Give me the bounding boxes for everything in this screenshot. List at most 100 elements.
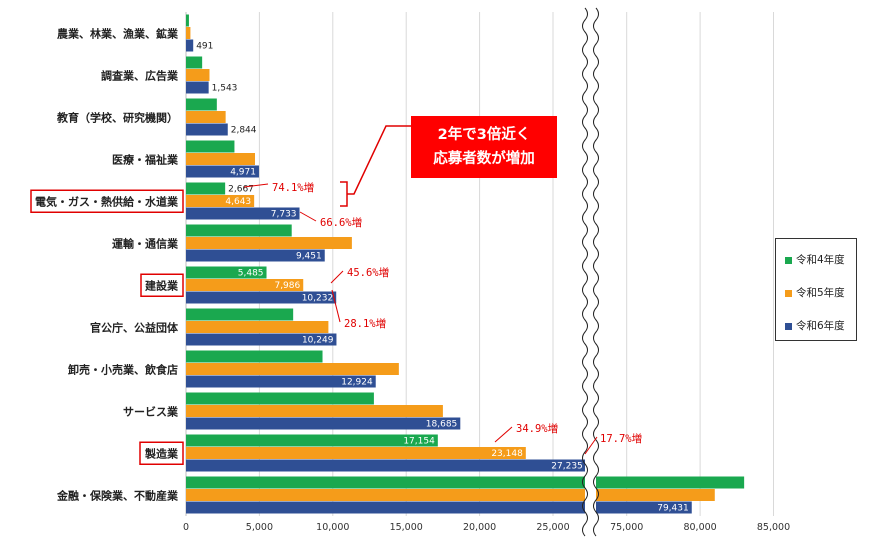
bar-2 [186, 81, 209, 94]
legend: 令和4年度 令和5年度 令和6年度 [775, 238, 857, 341]
axis-break-line [582, 7, 588, 537]
bar-1 [186, 489, 715, 501]
category-label: 医療・福祉業 [112, 152, 179, 166]
legend-label-r6: 令和6年度 [796, 320, 845, 332]
x-tick-label: 80,000 [683, 522, 716, 533]
x-tick-label: 15,000 [390, 522, 423, 533]
annotation-label: 34.9%増 [516, 422, 558, 435]
x-tick-label: 25,000 [536, 522, 569, 533]
category-highlight-box [30, 189, 184, 213]
category-label: 農業、林業、漁業、鉱業 [57, 26, 179, 40]
data-label: 10,232 [302, 294, 334, 304]
bar-2 [186, 501, 692, 514]
category-label: 金融・保険業、不動産業 [56, 488, 179, 502]
bar-2 [186, 249, 325, 262]
callout-connector [347, 125, 411, 195]
category-highlight-box [139, 441, 184, 465]
bar-1 [186, 363, 399, 375]
bar-1 [186, 321, 329, 333]
callout-box: 2年で3倍近く 応募者数が増加 [411, 116, 557, 178]
bar-0 [186, 56, 203, 69]
bar-0 [186, 182, 226, 195]
annotation-label: 45.6%増 [347, 266, 389, 279]
data-label: 23,148 [491, 449, 523, 459]
bar-2 [186, 333, 337, 346]
axis-break-band [585, 8, 596, 524]
legend-swatch-r6 [785, 322, 792, 330]
category-label: 教育（学校、研究機関） [56, 110, 178, 124]
annotation-label: 28.1%増 [344, 317, 386, 330]
annotation-leader [584, 436, 598, 455]
x-tick-label: 5,000 [246, 522, 273, 533]
category-label: 運輸・通信業 [112, 236, 179, 250]
bar-1 [186, 69, 210, 81]
bracket [340, 181, 348, 207]
data-label: 10,249 [302, 336, 334, 346]
data-label: 27,235 [551, 462, 583, 472]
annotation-label: 66.6%増 [320, 216, 362, 229]
bar-0 [186, 266, 267, 279]
legend-item-r5: 令和5年度 [785, 285, 845, 300]
callout-line-2: 応募者数が増加 [433, 151, 535, 167]
bar-2 [186, 207, 300, 220]
annotations: 74.1%増 66.6%増 45.6%増 28.1%増 34.9%増 17.7%増 [243, 125, 642, 455]
annotation-label: 74.1%増 [272, 181, 314, 194]
bar-2 [186, 165, 259, 178]
data-label: 491 [196, 42, 213, 52]
annotation-label: 17.7%増 [600, 432, 642, 445]
data-label: 7,986 [274, 281, 300, 291]
x-tick-label: 10,000 [316, 522, 349, 533]
bar-0 [186, 350, 323, 363]
category-highlight-box [140, 273, 184, 297]
x-tick-label: 0 [183, 522, 189, 533]
bar-1 [186, 405, 443, 417]
bar-0 [186, 224, 292, 237]
annotation-leader [299, 211, 317, 222]
x-tick-labels: 0 5,000 10,000 15,000 20,000 25,000 75,000 80,0… [183, 522, 790, 533]
category-label: 製造業 [144, 446, 179, 460]
bar-2 [186, 417, 461, 430]
category-label: サービス業 [123, 404, 179, 418]
legend-label-r5: 令和5年度 [796, 287, 845, 299]
legend-swatch-r4 [785, 256, 792, 264]
category-label: 卸売・小売業、飲食店 [68, 362, 178, 376]
bar-1 [186, 111, 226, 123]
data-label: 2,844 [231, 126, 257, 136]
legend-swatch-r5 [785, 289, 792, 297]
data-label: 17,154 [403, 437, 435, 447]
bar-0 [186, 140, 235, 153]
annotation-leader [243, 183, 269, 188]
bar-2 [186, 375, 376, 388]
category-label: 官公庁、公益団体 [90, 320, 179, 334]
category-label: 建設業 [145, 278, 179, 292]
annotation-leader [330, 270, 344, 284]
x-tick-label: 75,000 [610, 522, 643, 533]
bar-2 [186, 291, 337, 304]
annotation-leader [331, 289, 341, 323]
data-label: 1,543 [212, 84, 238, 94]
annotation-leader [494, 426, 513, 443]
category-label: 調査業、広告業 [101, 68, 179, 82]
bar-1 [186, 447, 526, 459]
bar-1 [186, 27, 191, 39]
bar-1 [186, 153, 255, 165]
legend-item-r6: 令和6年度 [785, 318, 845, 333]
bar-0 [186, 392, 374, 405]
data-label: 4,971 [230, 168, 256, 178]
legend-item-r4: 令和4年度 [785, 252, 845, 267]
legend-label-r4: 令和4年度 [796, 254, 845, 266]
bar-0 [186, 14, 189, 27]
category-label: 電気・ガス・熱供給・水道業 [35, 194, 179, 208]
bar-1 [186, 195, 255, 207]
data-label: 7,733 [271, 210, 297, 220]
data-label: 12,924 [341, 378, 373, 388]
data-label: 18,685 [426, 420, 458, 430]
x-tick-label: 20,000 [463, 522, 496, 533]
bar-2 [186, 39, 194, 52]
data-label: 9,451 [296, 252, 322, 262]
data-label: 4,643 [225, 197, 251, 207]
grid-lines [185, 12, 774, 516]
bar-0 [186, 308, 294, 321]
